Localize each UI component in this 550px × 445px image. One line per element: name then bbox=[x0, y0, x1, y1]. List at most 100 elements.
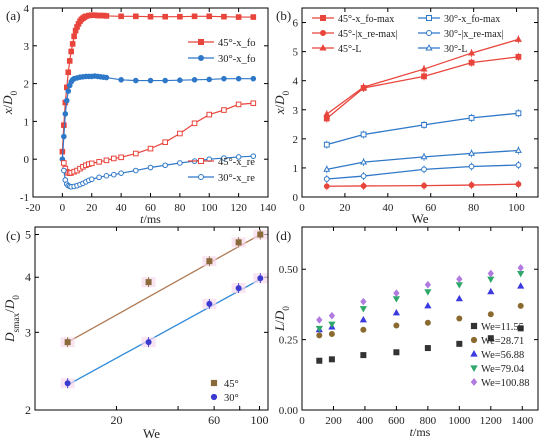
legend-label: 45°-x_fo bbox=[218, 38, 255, 49]
data-point bbox=[468, 149, 476, 156]
data-point bbox=[393, 349, 400, 356]
y-tick-label: 1 bbox=[293, 163, 299, 175]
legend-label: We=28.71 bbox=[481, 336, 524, 347]
data-point bbox=[487, 276, 495, 283]
data-point bbox=[468, 182, 475, 188]
y-axis-label: x/D0 bbox=[0, 90, 20, 115]
legend-entry: We=100.88 bbox=[470, 378, 530, 389]
legend-entry: 30°-|x_re-max| bbox=[418, 29, 504, 40]
series-0 bbox=[60, 229, 268, 348]
data-point bbox=[328, 321, 336, 329]
data-point bbox=[221, 107, 227, 113]
legend-label: 45°-|x_re-max| bbox=[338, 29, 398, 40]
legend-marker bbox=[198, 55, 204, 61]
data-point bbox=[235, 14, 242, 20]
series-1 bbox=[323, 180, 522, 191]
data-point bbox=[133, 167, 139, 174]
legend-entry: 45°-L bbox=[312, 44, 361, 55]
series-line bbox=[61, 75, 254, 160]
data-point bbox=[103, 74, 110, 81]
legend-label: 45° bbox=[224, 379, 239, 390]
legend-label: We=100.88 bbox=[481, 378, 530, 389]
series-0 bbox=[59, 12, 257, 155]
data-point bbox=[468, 115, 475, 121]
data-point bbox=[64, 380, 71, 387]
data-point bbox=[514, 146, 522, 153]
data-point bbox=[316, 357, 323, 364]
data-point bbox=[147, 145, 154, 152]
data-point bbox=[162, 13, 168, 20]
data-point bbox=[517, 282, 525, 289]
x-tick-label: 40 bbox=[116, 202, 128, 214]
data-point bbox=[235, 101, 242, 108]
data-point bbox=[61, 160, 67, 166]
data-point bbox=[424, 345, 431, 352]
data-point bbox=[487, 335, 494, 342]
y-tick-label: 0 bbox=[24, 154, 30, 166]
y-tick-label: 6 bbox=[293, 18, 299, 30]
panel-label: (a) bbox=[6, 8, 20, 23]
legend-label: 45°-x_re bbox=[218, 157, 255, 168]
y-tick-label: 2 bbox=[25, 403, 31, 417]
series-5 bbox=[323, 146, 522, 174]
panel-label: (d) bbox=[276, 228, 291, 243]
x-tick-label: 600 bbox=[388, 415, 405, 427]
x-tick-label: 1400 bbox=[511, 415, 534, 427]
y-tick-label: 0.50 bbox=[279, 264, 299, 276]
legend-label: 30° bbox=[224, 393, 239, 404]
data-point bbox=[323, 110, 331, 117]
data-point bbox=[323, 165, 331, 172]
data-point bbox=[515, 53, 522, 60]
data-point bbox=[118, 170, 124, 176]
panel-c: 20 60 100 2 3 4 5 (c) We Dsmax/D0 45° 30° bbox=[2, 226, 269, 441]
legend-marker bbox=[426, 15, 432, 21]
data-point bbox=[359, 306, 367, 313]
data-point bbox=[257, 231, 264, 238]
legend-entry: We=11.55 bbox=[470, 322, 524, 333]
legend-entry: 45°-|x_re-max| bbox=[312, 29, 398, 40]
legend-marker bbox=[198, 174, 204, 180]
data-point bbox=[393, 322, 400, 329]
data-point bbox=[235, 75, 242, 82]
x-axis-label: We bbox=[143, 426, 160, 441]
data-point bbox=[103, 173, 110, 179]
panel-label: (b) bbox=[276, 8, 291, 23]
data-point bbox=[147, 77, 154, 84]
data-point bbox=[63, 97, 70, 104]
data-point bbox=[360, 131, 367, 138]
plot-frame bbox=[301, 7, 539, 198]
x-tick-label: 80 bbox=[468, 202, 480, 214]
data-point bbox=[250, 14, 257, 20]
data-point bbox=[177, 77, 183, 83]
x-tick-label: 60 bbox=[208, 413, 220, 427]
x-axis-label: t/ms bbox=[410, 425, 431, 439]
panel-a: -20 0 20 40 60 80 100 120 140 -1 0 1 2 3 4 (a) t/ms x/D0 4… bbox=[0, 3, 277, 226]
x-tick-label: 0 bbox=[299, 415, 305, 427]
series-1 bbox=[60, 273, 268, 389]
data-point bbox=[517, 264, 524, 272]
data-point bbox=[468, 49, 476, 56]
data-point bbox=[359, 316, 367, 323]
data-point bbox=[421, 182, 427, 189]
data-point bbox=[468, 59, 475, 66]
data-point bbox=[206, 300, 213, 307]
x-tick-label: 60 bbox=[145, 202, 157, 214]
series-line bbox=[326, 112, 519, 146]
data-point bbox=[515, 181, 522, 188]
x-tick-label: 100 bbox=[201, 202, 218, 214]
data-point bbox=[250, 100, 257, 107]
legend-entry: 45°-x_fo bbox=[188, 38, 255, 49]
legend-marker bbox=[470, 336, 478, 344]
y-tick-label: -1 bbox=[20, 192, 29, 204]
series-line bbox=[326, 56, 519, 119]
data-point bbox=[487, 287, 495, 295]
legend-label: 30°-x_fo-max bbox=[444, 14, 500, 25]
legend-marker bbox=[470, 378, 478, 386]
legend-entry: 45°-x_fo-max bbox=[312, 14, 394, 25]
series-3 bbox=[323, 109, 522, 149]
data-point bbox=[456, 275, 463, 283]
data-point bbox=[133, 77, 139, 84]
data-point bbox=[515, 162, 522, 168]
legend-entry: 30°-x_fo-max bbox=[418, 14, 500, 25]
series-line bbox=[61, 14, 254, 152]
